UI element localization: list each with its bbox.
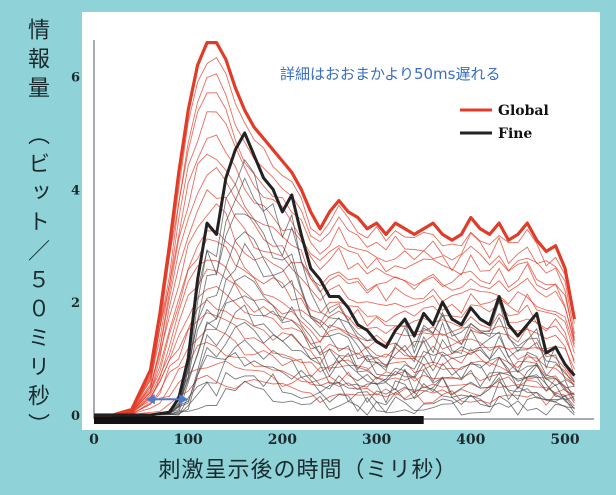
global-family-line	[94, 374, 575, 416]
x-axis-label: 刺激呈示後の時間（ミリ秒）	[158, 458, 458, 483]
fine-family-line	[94, 231, 575, 416]
y-tick-label: 6	[71, 70, 80, 85]
latency-arrow-right-head	[179, 394, 189, 405]
global-family-line	[94, 111, 575, 416]
legend-fine-label: Fine	[498, 126, 532, 142]
x-tick-label: 300	[362, 432, 391, 448]
y-tick-label: 2	[71, 296, 80, 311]
series-fine-line	[94, 131, 576, 417]
global-family-line	[94, 230, 575, 416]
stimulus-bar	[94, 416, 424, 424]
fine-family-line	[94, 321, 575, 416]
fine-family-line	[94, 351, 575, 416]
y-axis-label: 情報量 （ビット／５０ミリ秒）	[12, 18, 60, 442]
latency-arrow-left-head	[145, 394, 155, 405]
x-tick-label: 500	[550, 432, 579, 448]
fine-family-line	[94, 339, 575, 416]
x-tick-label: 0	[89, 432, 99, 448]
annotation-text: 詳細はおおまかより50ms遅れる	[280, 65, 500, 83]
global-family-line	[94, 73, 575, 416]
global-family-line	[94, 134, 575, 416]
fine-family-line	[94, 380, 575, 416]
line-chart: 0 2 4 6 0 100 200 300 400 500 詳細はおおまかより50ms遅れる Glob…	[71, 40, 594, 448]
x-tick-label: 400	[456, 432, 485, 448]
global-family-line	[94, 238, 575, 416]
x-tick-label: 100	[174, 432, 203, 448]
fine-family-line	[94, 295, 575, 416]
y-tick-label: 0	[71, 409, 80, 424]
global-family-line	[94, 342, 575, 416]
global-family-line	[94, 92, 575, 416]
plot-panel: 0 2 4 6 0 100 200 300 400 500 詳細はおおまかより50ms遅れる Glob…	[71, 12, 600, 448]
x-tick-label: 200	[268, 432, 297, 448]
fine-family-line	[94, 242, 575, 416]
series-global-line	[94, 41, 576, 417]
global-family-line	[94, 153, 575, 416]
global-family-line	[94, 259, 575, 416]
fine-family-line	[94, 304, 575, 416]
global-family-line	[94, 56, 575, 416]
global-family-line	[94, 286, 575, 416]
fine-family-line	[94, 213, 575, 416]
y-tick-label: 4	[71, 183, 80, 198]
y-axis-label-text: 情報量 （ビット／５０ミリ秒）	[24, 18, 49, 442]
fine-family-line	[94, 177, 575, 416]
legend-global-label: Global	[498, 103, 549, 119]
